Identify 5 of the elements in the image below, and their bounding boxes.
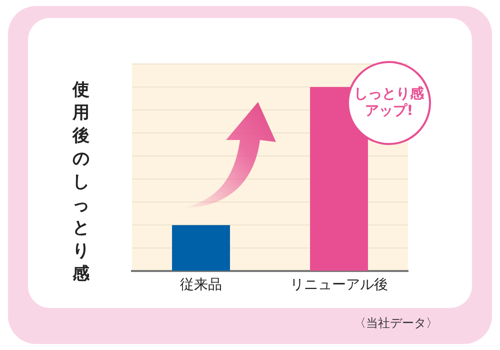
text: 使用後のしっとり感	[72, 80, 90, 284]
x-tick-label: 従来品	[180, 277, 222, 294]
x-tick-label: リニューアル後	[290, 277, 388, 294]
annotation: しっとり感アップ!	[353, 86, 425, 120]
text: 〈当社データ〉	[354, 315, 438, 332]
